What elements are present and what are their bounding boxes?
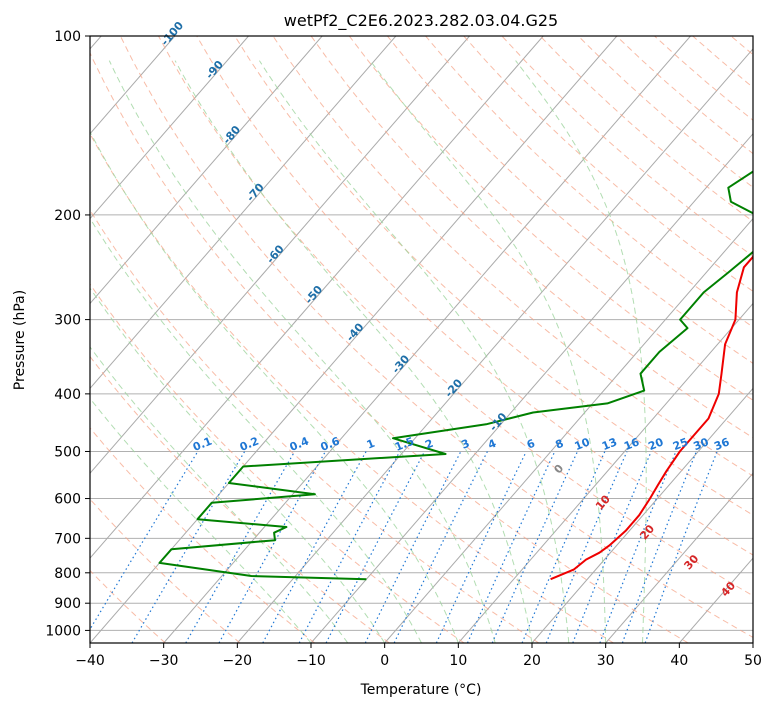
y-tick-label: 100 [54,29,81,45]
moist-adiabat-line [515,60,647,643]
moist-adiabat-line [90,346,349,643]
temperature-trace [550,255,753,581]
moist-adiabat-line [108,60,496,643]
mixing-ratio-label: 36 [712,435,731,453]
x-tick-label: −10 [296,653,326,669]
mixing-ratio-line [298,451,401,643]
mixing-ratio-label: 1 [365,437,377,452]
mixing-ratio-line [90,451,199,631]
chart-title: wetPf2_C2E6.2023.282.03.04.G25 [284,11,558,31]
mixing-ratio-label: 10 [573,435,592,453]
mixing-ratio-label: 2 [423,437,435,452]
moist-adiabat-line [258,60,570,643]
dry-adiabat-line [348,36,753,401]
isotherm-line [90,36,249,220]
y-tick-label: 400 [54,387,81,403]
y-tick-label: 600 [54,492,81,508]
x-tick-label: −40 [75,653,105,669]
y-tick-label: 500 [54,444,81,460]
moist-adiabat-line [90,287,386,643]
moist-adiabat-line [90,397,312,643]
dry-adiabat-line [90,427,316,643]
y-tick-label: 800 [54,566,81,582]
mixing-ratio-line [466,451,556,643]
isotherm-line [90,36,544,559]
trace-layer [158,170,753,581]
mixing-ratio-line [644,451,718,643]
y-tick-label: 300 [54,313,81,329]
x-tick-label: 50 [744,653,762,669]
dry-adiabat-line [90,132,614,643]
mixing-ratio-line [435,451,527,643]
dry-adiabat-line [425,36,753,328]
dewpoint-trace [158,170,753,581]
moist-adiabat-line [90,217,422,643]
mixing-ratio-label: 3 [459,437,471,452]
dry-adiabat-line [272,36,753,477]
y-tick-label: 1000 [45,623,81,639]
dry-adiabat-line [90,209,540,643]
isotherm-line [236,48,753,643]
isotherm-line [752,642,753,643]
mixing-ratio-label: 25 [671,435,690,453]
x-tick-label: −20 [223,653,253,669]
mixing-ratio-label: 13 [600,435,619,453]
axis-layer: −40 −30 −20 −10 0 10 20 30 40 50 100 200 300 400 500 60… [45,29,762,669]
dry-adiabat-line [310,36,753,439]
moist-adiabat-line [90,130,459,643]
mixing-ratio-line [393,451,488,643]
mixing-ratio-line [621,451,697,643]
dry-adiabat-line [769,36,775,643]
moist-adiabat-line [369,60,607,643]
isotherm-line [90,36,397,390]
isotherm-line [310,133,753,643]
x-tick-label: 20 [523,653,541,669]
dry-adiabat-line [119,36,753,638]
plot-background [90,36,753,643]
x-tick-label: 40 [670,653,688,669]
isotherm-line [90,36,470,475]
dry-adiabat-line [387,36,753,364]
y-axis-title: Pressure (hPa) [12,290,28,390]
dry-adiabat-line [90,498,241,643]
mixing-ratio-label: 8 [553,437,565,452]
plot-frame [89,35,754,644]
isotherm-line [457,302,753,643]
isotherm-line [605,472,753,643]
x-axis-title: Temperature (°C) [360,682,482,698]
dry-adiabat-line [90,569,166,643]
x-tick-label: 0 [380,653,389,669]
x-tick-label: 30 [597,653,615,669]
mixing-ratio-label: 20 [646,435,665,453]
y-tick-label: 200 [54,208,81,224]
x-tick-label: −30 [149,653,179,669]
isotherm-line [90,36,618,643]
grid-layer [90,36,775,643]
dry-adiabat-line [90,51,689,643]
dry-adiabat-line [90,355,390,643]
isotherm-line [90,36,323,305]
x-tick-label: 10 [449,653,467,669]
mixing-ratio-label: 16 [622,435,641,453]
isotherm-line [384,217,753,643]
y-tick-label: 700 [54,531,81,547]
moist-adiabat-line [174,60,533,643]
y-tick-label: 900 [54,596,81,612]
mixing-ratio-label: 30 [692,435,711,453]
isotherm-line [531,387,753,643]
